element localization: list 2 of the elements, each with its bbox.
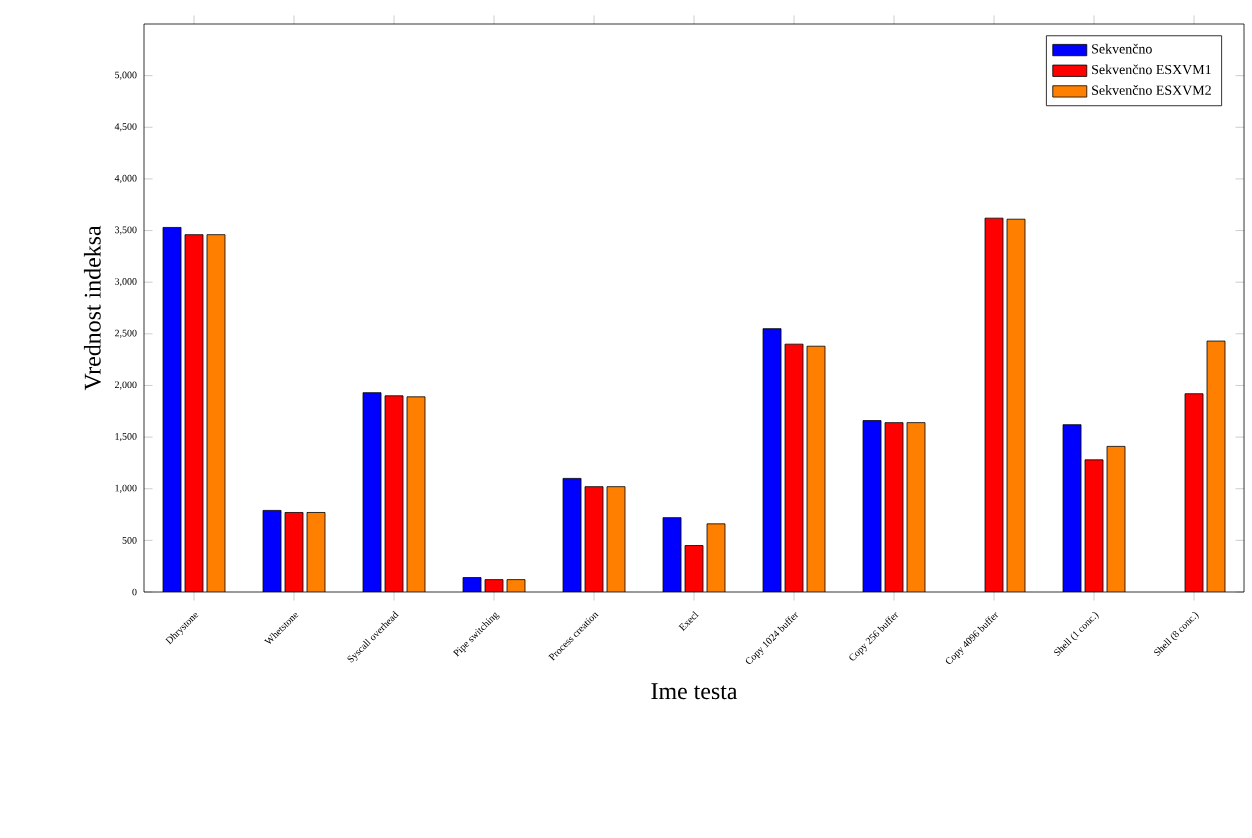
x-axis-title: Ime testa (651, 683, 738, 700)
y-axis-title: Vrednost indeksa (83, 225, 101, 391)
